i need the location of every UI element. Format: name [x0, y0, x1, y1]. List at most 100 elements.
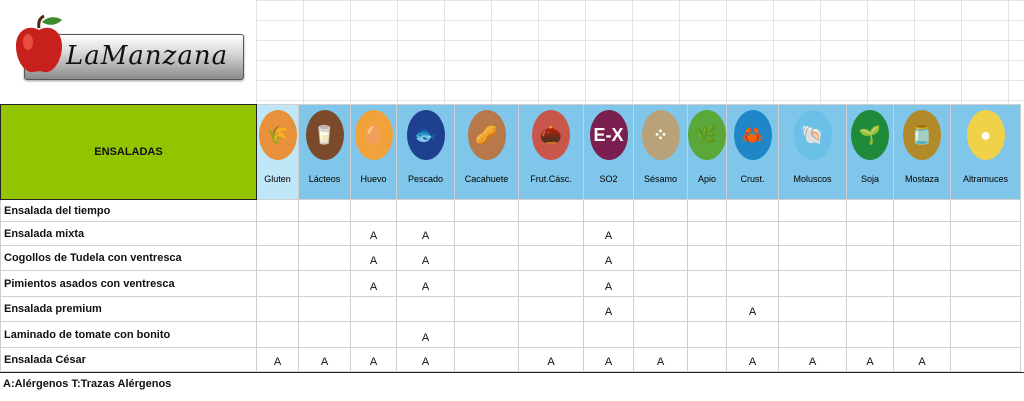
dish-name: Cogollos de Tudela con ventresca — [0, 245, 257, 271]
allergen-mark — [454, 199, 519, 222]
allergen-mark — [778, 321, 847, 348]
allergen-label: Pescado — [407, 174, 444, 184]
allergen-mark — [950, 270, 1021, 297]
allergen-mark — [687, 321, 727, 348]
allergen-mark: A — [583, 296, 634, 322]
allergen-mark — [726, 221, 779, 246]
allergen-mark: A — [518, 347, 584, 372]
nut-icon: 🌰 — [532, 110, 570, 160]
allergen-header-6: E-X SO2 — [583, 104, 634, 200]
allergen-header-3: 🐟 Pescado — [396, 104, 455, 200]
allergen-mark — [350, 199, 397, 222]
allergen-mark — [846, 199, 894, 222]
allergen-mark — [256, 245, 299, 271]
allergen-mark — [687, 347, 727, 372]
allergen-mark — [726, 199, 779, 222]
logo: LaManzana — [14, 14, 244, 80]
allergen-mark — [778, 296, 847, 322]
mustard-icon: 🫙 — [903, 110, 941, 160]
allergen-mark — [298, 221, 351, 246]
allergen-mark — [950, 347, 1021, 372]
section-title: ENSALADAS — [0, 104, 257, 200]
allergen-header-11: 🌱 Soja — [846, 104, 894, 200]
allergen-mark: A — [893, 347, 951, 372]
allergen-mark — [454, 321, 519, 348]
table-row: Ensalada premium A A — [0, 296, 1021, 322]
dish-name: Ensalada César — [0, 347, 257, 372]
allergen-label: Frut.Cásc. — [530, 174, 572, 184]
allergen-mark — [350, 321, 397, 348]
allergen-mark — [396, 199, 455, 222]
lupin-icon: ● — [966, 110, 1005, 160]
allergen-mark: A — [583, 221, 634, 246]
dish-name: Ensalada del tiempo — [0, 199, 257, 222]
allergen-mark — [893, 296, 951, 322]
allergen-header-9: 🦀 Crust. — [726, 104, 779, 200]
allergen-mark — [256, 270, 299, 297]
table-bottom-border — [0, 372, 1024, 373]
allergen-mark — [298, 270, 351, 297]
allergen-mark — [633, 221, 688, 246]
allergen-mark — [518, 221, 584, 246]
allergen-mark — [893, 270, 951, 297]
allergen-mark — [893, 221, 951, 246]
dish-name: Ensalada premium — [0, 296, 257, 322]
allergen-mark — [518, 296, 584, 322]
allergen-mark — [454, 296, 519, 322]
allergen-mark: A — [350, 221, 397, 246]
soy-icon: 🌱 — [851, 110, 889, 160]
allergen-mark — [518, 245, 584, 271]
allergen-mark — [687, 296, 727, 322]
logo-text: LaManzana — [66, 41, 229, 71]
allergen-label: Mostaza — [904, 174, 939, 184]
allergen-mark — [256, 221, 299, 246]
allergen-mark — [726, 270, 779, 297]
allergen-header-0: 🌾 Gluten — [256, 104, 299, 200]
table-row: Pimientos asados con ventresca A A A — [0, 270, 1021, 297]
allergen-label: Moluscos — [793, 174, 832, 184]
wheat-icon: 🌾 — [258, 110, 297, 160]
spreadsheet-grid — [256, 0, 1024, 104]
sesame-icon: ⁘ — [641, 110, 680, 160]
allergen-mark — [633, 270, 688, 297]
allergen-label: Soja — [860, 174, 879, 184]
allergen-mark — [950, 199, 1021, 222]
peanut-icon: 🥜 — [467, 110, 506, 160]
table-row: Laminado de tomate con bonito A — [0, 321, 1021, 348]
allergen-mark: A — [778, 347, 847, 372]
allergen-header-5: 🌰 Frut.Cásc. — [518, 104, 584, 200]
egg-icon: 🥚 — [354, 110, 393, 160]
allergen-mark — [687, 245, 727, 271]
allergen-header-2: 🥚 Huevo — [350, 104, 397, 200]
allergen-header-10: 🐚 Moluscos — [778, 104, 847, 200]
allergen-label: Cacahuete — [464, 174, 509, 184]
table-row: Cogollos de Tudela con ventresca A A A — [0, 245, 1021, 271]
allergen-header-8: 🌿 Apio — [687, 104, 727, 200]
allergen-mark — [298, 199, 351, 222]
allergen-mark — [893, 321, 951, 348]
allergen-mark — [298, 296, 351, 322]
allergen-table: ENSALADAS 🌾 Gluten 🥛 Lácteos 🥚 Huevo 🐟 Pescado 🥜… — [0, 104, 1021, 372]
allergen-mark — [256, 321, 299, 348]
allergen-label: Lácteos — [308, 174, 341, 184]
allergen-label: Altramuces — [962, 174, 1008, 184]
allergen-mark — [950, 296, 1021, 322]
allergen-mark: A — [256, 347, 299, 372]
allergen-mark — [633, 321, 688, 348]
allergen-mark: A — [633, 347, 688, 372]
allergen-mark — [256, 199, 299, 222]
apple-icon — [16, 14, 62, 73]
allergen-label: Apio — [697, 174, 716, 184]
allergen-label: SO2 — [599, 174, 618, 184]
table-row: Ensalada del tiempo — [0, 199, 1021, 222]
allergen-mark — [778, 199, 847, 222]
allergen-mark: A — [583, 347, 634, 372]
allergen-mark — [778, 221, 847, 246]
allergen-mark — [454, 347, 519, 372]
crab-icon: 🦀 — [733, 110, 772, 160]
allergen-mark — [518, 199, 584, 222]
allergen-header-12: 🫙 Mostaza — [893, 104, 951, 200]
allergen-mark — [950, 321, 1021, 348]
allergen-mark — [846, 321, 894, 348]
allergen-mark — [633, 296, 688, 322]
